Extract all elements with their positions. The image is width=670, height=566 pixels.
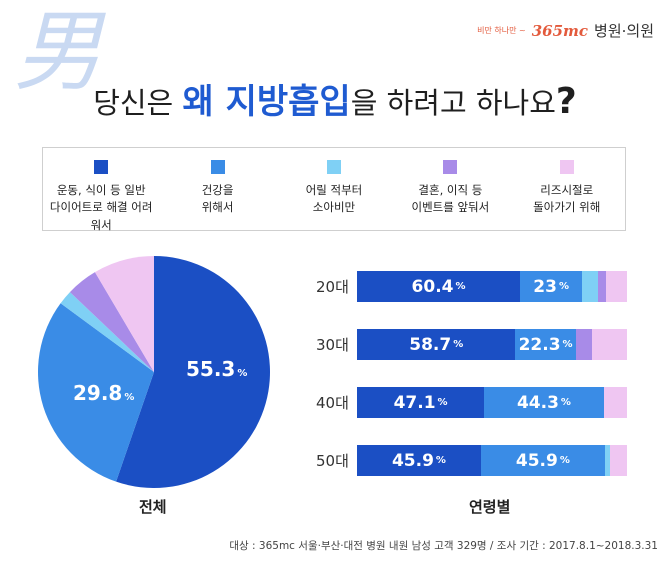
segment-diet: 47.1% (357, 387, 485, 418)
overall-pie-chart (37, 256, 271, 488)
legend-label: 건강을 위해서 (201, 183, 234, 215)
segment-glory-days (603, 387, 627, 418)
pie-label-diet: 55.3% (186, 357, 247, 381)
legend-label: 리즈시절로 돌아가기 위해 (533, 183, 601, 215)
pie-label-health: 29.8% (73, 381, 134, 405)
segment-glory-days (610, 445, 627, 476)
segment-value-label: 23% (520, 271, 582, 302)
page-title: 당신은 왜 지방흡입을 하려고 하나요? (0, 74, 670, 123)
segment-unit: % (437, 397, 448, 408)
segment-health: 23% (520, 271, 583, 302)
segment-value-label: 58.7% (357, 329, 515, 360)
segment-glory-days (591, 329, 627, 360)
stacked-bar-50s: 45.9% 45.9% (357, 445, 627, 476)
segment-value: 45.9 (515, 450, 558, 471)
age-label-20s: 20대 (316, 278, 349, 296)
pie-slice-health (37, 303, 154, 482)
logo-clinic-name: 병원·의원 (594, 22, 654, 40)
segment-health: 45.9% (480, 445, 605, 476)
pie-slice-childhood-obesity (60, 292, 154, 372)
segment-diet: 45.9% (357, 445, 481, 476)
legend-item: 어릴 적부터 소아비만 (278, 160, 390, 217)
legend-item: 결혼, 이직 등 이벤트를 앞둬서 (394, 160, 506, 217)
legend-swatch (94, 160, 109, 174)
legend-swatch (559, 160, 574, 174)
segment-value-label: 47.1% (357, 387, 484, 418)
segment-value-label: 60.4% (357, 271, 520, 302)
stacked-bar-40s: 47.1% 44.3% (357, 387, 627, 418)
segment-value-label: 44.3% (484, 387, 604, 418)
age-label-40s: 40대 (316, 394, 349, 412)
segment-childhood-obesity (604, 445, 611, 476)
segment-unit: % (435, 455, 446, 466)
pie-label-value: 55.3 (186, 357, 236, 381)
pie-slice-diet (116, 256, 271, 488)
segment-value: 60.4 (411, 276, 454, 297)
bar-caption: 연령별 (469, 498, 511, 516)
legend-swatch (326, 160, 341, 174)
segment-health: 22.3% (515, 329, 576, 360)
pie-slice-glory-days (94, 256, 154, 372)
pie-label-value: 29.8 (73, 381, 123, 405)
legend-label: 어릴 적부터 소아비만 (305, 183, 363, 215)
title-suffix: 을 하려고 하나요 (350, 86, 556, 120)
segment-value: 58.7 (409, 334, 452, 355)
logo-slogan: 비만 하나만 ~ (477, 26, 526, 35)
segment-value: 47.1 (393, 392, 436, 413)
segment-diet: 58.7% (357, 329, 516, 360)
segment-glory-days (606, 271, 627, 302)
segment-unit: % (560, 397, 571, 408)
segment-childhood-obesity (582, 271, 599, 302)
title-question-mark: ? (555, 81, 577, 122)
legend-swatch (443, 160, 458, 174)
segment-value-label: 45.9% (357, 445, 481, 476)
legend-item: 리즈시절로 돌아가기 위해 (511, 160, 623, 217)
watermark-character: 男 (14, 0, 103, 103)
segment-life-event (598, 271, 607, 302)
segment-life-event (575, 329, 592, 360)
legend-label: 결혼, 이직 등 이벤트를 앞둬서 (411, 183, 490, 215)
logo-brand: 365mc (531, 21, 589, 40)
segment-value: 22.3 (518, 334, 561, 355)
legend-label: 운동, 식이 등 일반 다이어트로 해결 어려워서 (49, 183, 153, 232)
segment-value: 23 (533, 276, 557, 297)
pie-label-unit: % (124, 392, 135, 403)
segment-value-label: 22.3% (515, 329, 575, 360)
segment-unit: % (558, 281, 569, 292)
segment-diet: 60.4% (357, 271, 521, 302)
segment-unit: % (455, 281, 466, 292)
pie-label-unit: % (237, 368, 248, 379)
title-prefix: 당신은 (93, 86, 183, 120)
segment-unit: % (453, 339, 464, 350)
pie-slice-life-event (69, 272, 154, 372)
segment-unit: % (559, 455, 570, 466)
segment-value: 45.9 (391, 450, 434, 471)
age-label-30s: 30대 (316, 336, 349, 354)
age-label-50s: 50대 (316, 452, 349, 470)
survey-footnote: 대상 : 365mc 서울·부산·대전 병원 내원 남성 고객 329명 / 조… (229, 540, 658, 552)
clinic-logo: 비만 하나만 ~ 365mc 병원·의원 (477, 20, 654, 41)
legend-item: 운동, 식이 등 일반 다이어트로 해결 어려워서 (45, 160, 157, 234)
stacked-bar-30s: 58.7% 22.3% (357, 329, 627, 360)
title-highlight: 왜 지방흡입 (182, 82, 351, 122)
pie-caption: 전체 (139, 498, 167, 516)
stacked-bar-20s: 60.4% 23% (357, 271, 627, 302)
legend-item: 건강을 위해서 (162, 160, 274, 217)
segment-unit: % (562, 339, 573, 350)
chart-legend: 운동, 식이 등 일반 다이어트로 해결 어려워서 건강을 위해서 어릴 적부터… (42, 147, 626, 234)
segment-value-label: 45.9% (481, 445, 605, 476)
legend-swatch (210, 160, 225, 174)
segment-health: 44.3% (484, 387, 604, 418)
segment-value: 44.3 (516, 392, 559, 413)
